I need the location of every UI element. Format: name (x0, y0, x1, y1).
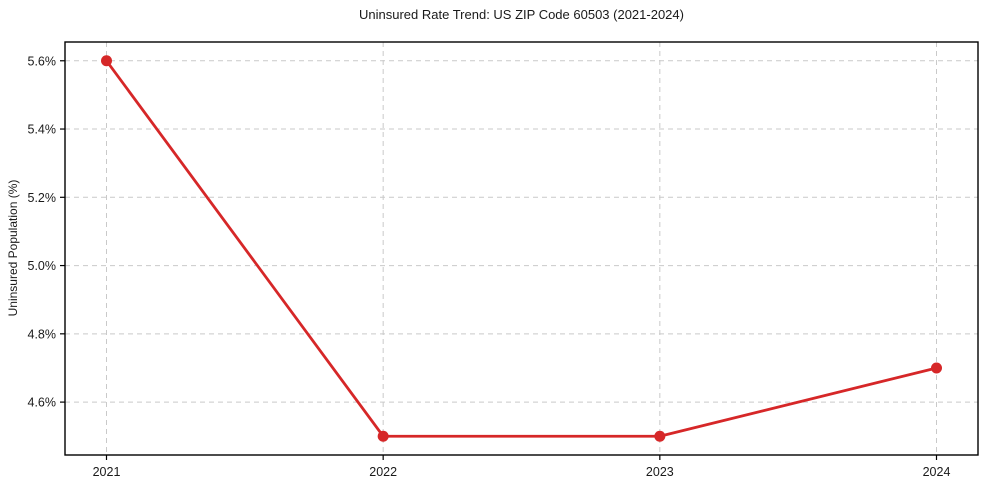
x-tick-label: 2023 (646, 465, 674, 479)
y-tick-label: 5.4% (28, 123, 57, 137)
x-tick-label: 2022 (369, 465, 397, 479)
y-tick-label: 4.6% (28, 396, 57, 410)
y-tick-label: 5.2% (28, 191, 57, 205)
y-tick-label: 4.8% (28, 327, 57, 341)
data-point-marker (654, 430, 666, 442)
plot-frame (64, 41, 979, 456)
data-point-marker (377, 430, 389, 442)
data-point-marker (931, 362, 942, 374)
data-point-marker (101, 55, 112, 67)
y-tick-label: 5.6% (28, 54, 57, 68)
x-tick-label: 2021 (93, 465, 121, 479)
chart-title: Uninsured Rate Trend: US ZIP Code 60503 … (359, 7, 684, 22)
trend-line (105, 59, 938, 438)
x-tick-label: 2024 (923, 465, 951, 479)
y-tick-label: 5.0% (28, 259, 57, 273)
